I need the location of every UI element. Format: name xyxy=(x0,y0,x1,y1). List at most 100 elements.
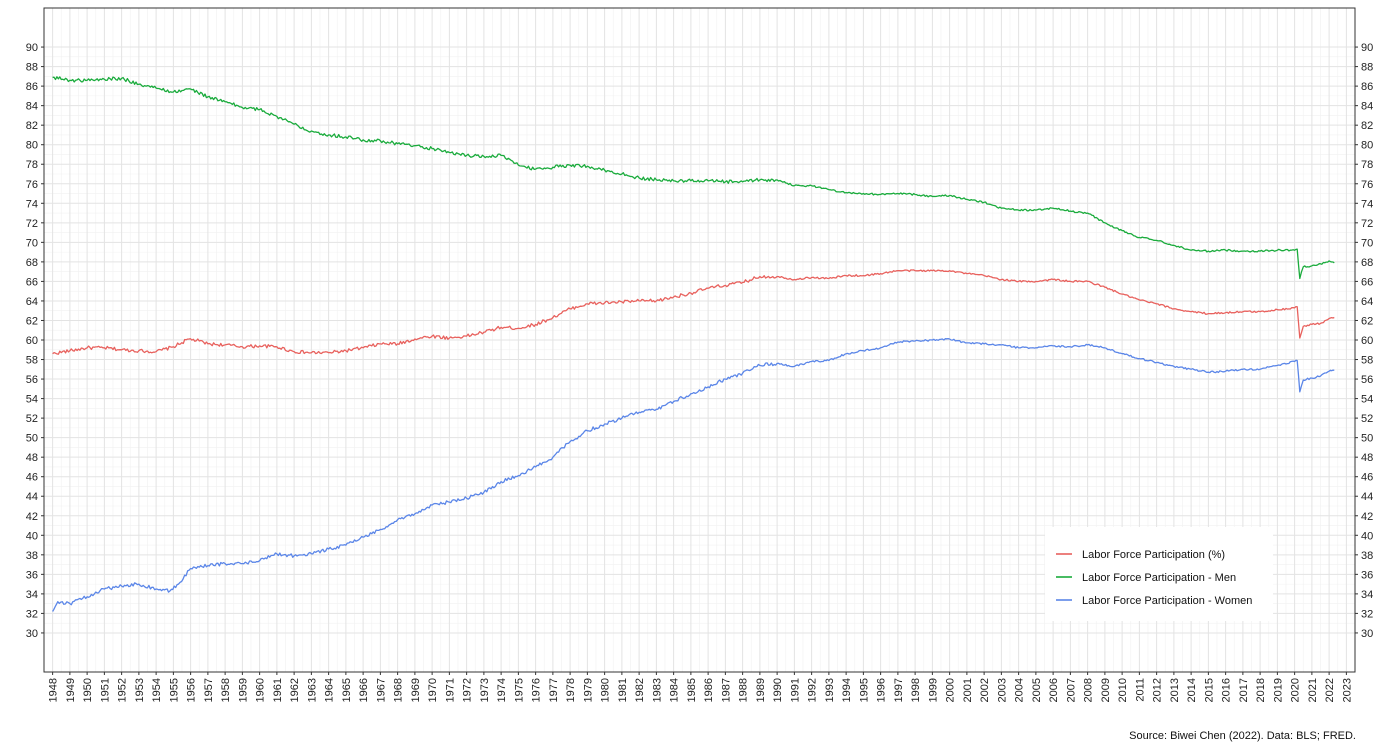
x-tick-label: 2016 xyxy=(1221,678,1233,702)
series-line-1 xyxy=(52,269,1335,355)
x-tick-label: 2022 xyxy=(1324,678,1336,702)
x-tick-label: 1972 xyxy=(462,678,474,702)
y-tick-label-right: 30 xyxy=(1361,628,1373,640)
y-tick-label-left: 36 xyxy=(26,569,38,581)
x-tick-label: 2023 xyxy=(1341,678,1353,702)
y-tick-label-left: 84 xyxy=(26,101,38,113)
x-tick-label: 1965 xyxy=(341,678,353,702)
x-tick-label: 1985 xyxy=(686,678,698,702)
x-tick-label: 1952 xyxy=(117,678,129,702)
x-tick-label: 1998 xyxy=(910,678,922,702)
x-tick-label: 1991 xyxy=(789,678,801,702)
y-tick-label-left: 34 xyxy=(26,589,38,601)
x-tick-label: 1990 xyxy=(772,678,784,702)
x-tick-label: 1989 xyxy=(755,678,767,702)
y-tick-label-right: 44 xyxy=(1361,491,1373,503)
y-tick-label-right: 78 xyxy=(1361,159,1373,171)
x-tick-label: 1981 xyxy=(617,678,629,702)
y-tick-label-left: 42 xyxy=(26,511,38,523)
x-tick-label: 2012 xyxy=(1152,678,1164,702)
y-tick-label-left: 68 xyxy=(26,257,38,269)
y-tick-label-right: 88 xyxy=(1361,62,1373,74)
y-tick-label-right: 90 xyxy=(1361,42,1373,54)
y-tick-label-right: 56 xyxy=(1361,374,1373,386)
legend: Labor Force Participation (%) Labor Force… xyxy=(1045,527,1273,621)
x-tick-label: 2008 xyxy=(1083,678,1095,702)
x-tick-label: 1949 xyxy=(65,678,77,702)
x-tick-label: 1994 xyxy=(841,678,853,702)
x-tick-label: 2005 xyxy=(1031,678,1043,702)
legend-label: Labor Force Participation - Men xyxy=(1082,572,1236,584)
x-tick-label: 2007 xyxy=(1065,678,1077,702)
y-tick-label-right: 62 xyxy=(1361,315,1373,327)
y-tick-label-right: 72 xyxy=(1361,218,1373,230)
x-tick-label: 2004 xyxy=(1014,678,1026,702)
legend-label: Labor Force Participation - Women xyxy=(1082,595,1252,607)
x-tick-label: 2009 xyxy=(1100,678,1112,702)
y-tick-label-right: 54 xyxy=(1361,394,1373,406)
x-tick-label: 1958 xyxy=(220,678,232,702)
series-lines xyxy=(52,76,1335,612)
y-tick-label-left: 56 xyxy=(26,374,38,386)
y-tick-label-left: 54 xyxy=(26,394,38,406)
x-tick-label: 1957 xyxy=(203,678,215,702)
y-tick-label-left: 38 xyxy=(26,550,38,562)
x-tick-label: 1988 xyxy=(738,678,750,702)
y-tick-label-right: 66 xyxy=(1361,276,1373,288)
y-tick-label-right: 86 xyxy=(1361,81,1373,93)
x-tick-label: 1967 xyxy=(375,678,387,702)
y-tick-label-left: 70 xyxy=(26,237,38,249)
y-tick-label-right: 38 xyxy=(1361,550,1373,562)
x-tick-label: 1954 xyxy=(151,678,163,702)
x-tick-label: 1984 xyxy=(669,678,681,702)
x-tick-label: 1986 xyxy=(703,678,715,702)
y-tick-label-left: 32 xyxy=(26,608,38,620)
x-tick-label: 2020 xyxy=(1290,678,1302,702)
x-tick-label: 1948 xyxy=(48,678,60,702)
y-tick-label-left: 46 xyxy=(26,472,38,484)
x-tick-label: 1977 xyxy=(548,678,560,702)
x-tick-label: 2001 xyxy=(962,678,974,702)
y-tick-label-left: 44 xyxy=(26,491,38,503)
x-tick-label: 1978 xyxy=(565,678,577,702)
legend-box xyxy=(1045,527,1273,621)
x-tick-label: 1999 xyxy=(927,678,939,702)
y-tick-label-left: 40 xyxy=(26,530,38,542)
y-tick-label-right: 58 xyxy=(1361,355,1373,367)
x-tick-label: 1976 xyxy=(531,678,543,702)
x-tick-label: 1969 xyxy=(410,678,422,702)
y-tick-label-left: 64 xyxy=(26,296,38,308)
x-tick-label: 2006 xyxy=(1048,678,1060,702)
source-note: Source: Biwei Chen (2022). Data: BLS; FR… xyxy=(1129,730,1356,742)
y-tick-label-left: 80 xyxy=(26,140,38,152)
y-tick-label-left: 72 xyxy=(26,218,38,230)
y-tick-label-right: 80 xyxy=(1361,140,1373,152)
y-tick-label-left: 30 xyxy=(26,628,38,640)
x-tick-label: 1961 xyxy=(272,678,284,702)
x-tick-label: 2018 xyxy=(1255,678,1267,702)
y-tick-label-left: 52 xyxy=(26,413,38,425)
x-tick-label: 1962 xyxy=(289,678,301,702)
x-tick-label: 1956 xyxy=(186,678,198,702)
x-tick-label: 2014 xyxy=(1186,678,1198,702)
x-tick-label: 1974 xyxy=(496,678,508,702)
x-tick-label: 1963 xyxy=(306,678,318,702)
y-tick-label-right: 68 xyxy=(1361,257,1373,269)
y-tick-label-right: 42 xyxy=(1361,511,1373,523)
axes: 30 30 32 32 34 34 36 36 38 38 40 40 42 42 44 44 46 46 48 48… xyxy=(26,42,1374,702)
series-line-3 xyxy=(52,337,1335,612)
x-tick-label: 1975 xyxy=(513,678,525,702)
y-tick-label-left: 88 xyxy=(26,62,38,74)
y-tick-label-right: 52 xyxy=(1361,413,1373,425)
y-tick-label-right: 64 xyxy=(1361,296,1373,308)
y-tick-label-right: 74 xyxy=(1361,198,1373,210)
x-tick-label: 1953 xyxy=(134,678,146,702)
legend-label: Labor Force Participation (%) xyxy=(1082,549,1225,561)
x-tick-label: 1993 xyxy=(824,678,836,702)
y-tick-label-right: 50 xyxy=(1361,433,1373,445)
x-tick-label: 1997 xyxy=(893,678,905,702)
x-tick-label: 2015 xyxy=(1203,678,1215,702)
x-tick-label: 1959 xyxy=(237,678,249,702)
y-tick-label-left: 62 xyxy=(26,315,38,327)
x-tick-label: 2002 xyxy=(979,678,991,702)
